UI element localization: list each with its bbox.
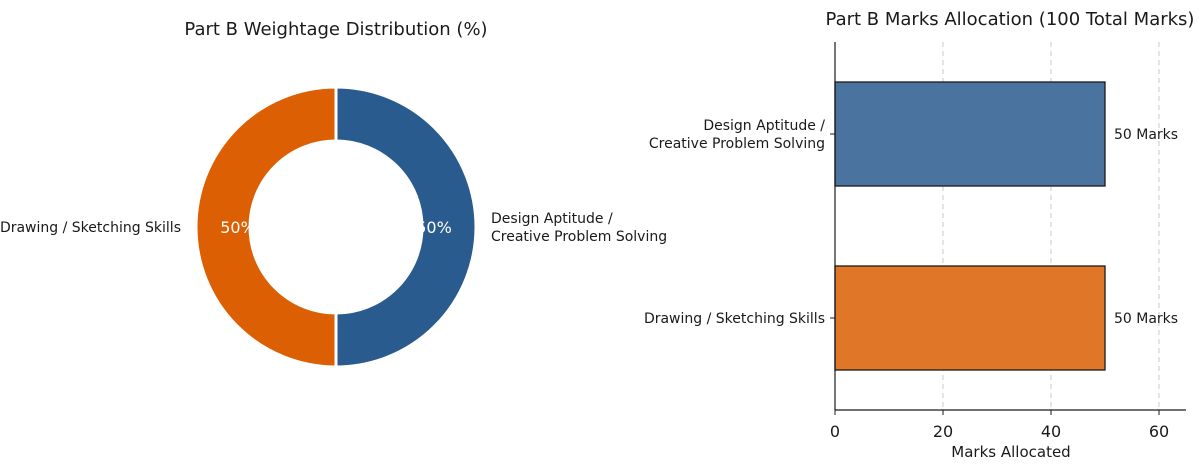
donut-chart: Part B Weightage Distribution (%) 50% Des…	[0, 19, 667, 369]
bar-category-label: Drawing / Sketching Skills	[644, 311, 825, 327]
donut-title: Part B Weightage Distribution (%)	[184, 19, 487, 40]
donut-value-label: 50%	[220, 218, 256, 237]
bar-value-label: 50 Marks	[1114, 127, 1178, 143]
x-tick-label: 40	[1041, 422, 1061, 441]
bar	[834, 265, 1106, 371]
x-tick-label: 60	[1149, 422, 1169, 441]
donut-hole	[250, 141, 422, 313]
bar-chart: Part B Marks Allocation (100 Total Marks…	[644, 9, 1195, 461]
donut-slice-label: Design Aptitude / Creative Problem Solvin…	[491, 211, 667, 245]
donut-slice-label: Drawing / Sketching Skills	[0, 220, 181, 236]
bar-title: Part B Marks Allocation (100 Total Marks…	[826, 9, 1195, 30]
donut-value-label: 50%	[416, 218, 452, 237]
bar	[834, 81, 1106, 187]
bar-category-label: Design Aptitude / Creative Problem Solvin…	[649, 118, 825, 152]
bar-value-label: 50 Marks	[1114, 311, 1178, 327]
x-tick-label: 20	[933, 422, 953, 441]
bar-x-axis-label: Marks Allocated	[951, 443, 1070, 461]
x-tick-label: 0	[830, 422, 840, 441]
